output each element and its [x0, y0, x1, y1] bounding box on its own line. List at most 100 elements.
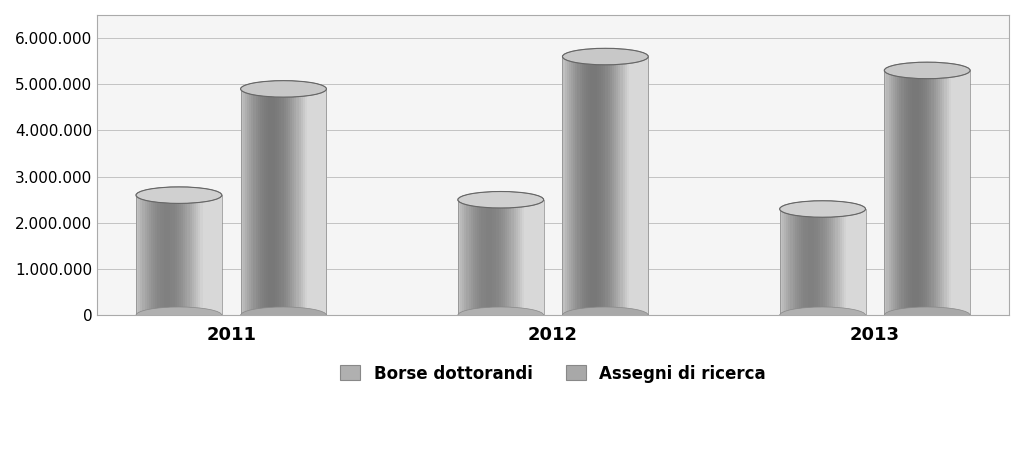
Bar [623, 57, 625, 315]
Bar [185, 195, 187, 315]
Bar [136, 195, 222, 315]
Bar [217, 195, 220, 315]
Bar [495, 200, 497, 315]
Bar [925, 70, 928, 315]
Bar [889, 70, 891, 315]
Bar [797, 209, 800, 315]
Bar [857, 209, 859, 315]
Bar [243, 89, 245, 315]
Bar [842, 209, 845, 315]
Bar [957, 70, 959, 315]
Bar [636, 57, 638, 315]
Bar [614, 57, 616, 315]
Bar [782, 209, 784, 315]
Bar [538, 200, 540, 315]
Bar [516, 200, 518, 315]
Bar [575, 57, 578, 315]
Bar [863, 209, 865, 315]
Bar [616, 57, 618, 315]
Bar [144, 195, 147, 315]
Bar [301, 89, 303, 315]
Bar [524, 200, 526, 315]
Bar [609, 57, 612, 315]
Bar [509, 200, 512, 315]
Bar [294, 89, 297, 315]
Bar [296, 89, 299, 315]
Bar [288, 89, 290, 315]
Bar [247, 89, 250, 315]
Bar [209, 195, 211, 315]
Bar [580, 57, 582, 315]
Bar [191, 195, 195, 315]
Ellipse shape [885, 62, 970, 79]
Bar [487, 200, 490, 315]
Bar [507, 200, 510, 315]
Bar [923, 70, 926, 315]
Bar [791, 209, 793, 315]
Bar [848, 209, 851, 315]
Bar [215, 195, 218, 315]
Bar [490, 200, 493, 315]
Bar [934, 70, 936, 315]
Bar [272, 89, 275, 315]
Bar [473, 200, 475, 315]
Bar [196, 195, 199, 315]
Bar [172, 195, 175, 315]
Bar [885, 70, 887, 315]
Bar [582, 57, 584, 315]
Bar [962, 70, 964, 315]
Bar [458, 200, 460, 315]
Bar [203, 195, 205, 315]
Bar [207, 195, 209, 315]
Bar [213, 195, 216, 315]
Bar [532, 200, 536, 315]
Bar [814, 209, 816, 315]
Bar [156, 195, 158, 315]
Bar [503, 200, 505, 315]
Bar [138, 195, 140, 315]
Bar [955, 70, 957, 315]
Bar [801, 209, 804, 315]
Bar [818, 209, 820, 315]
Bar [846, 209, 849, 315]
Bar [779, 209, 865, 315]
Bar [786, 209, 788, 315]
Bar [158, 195, 160, 315]
Bar [566, 57, 569, 315]
Bar [927, 70, 930, 315]
Bar [838, 209, 840, 315]
Bar [464, 200, 467, 315]
Bar [528, 200, 531, 315]
Bar [526, 200, 529, 315]
Bar [245, 89, 248, 315]
Bar [910, 70, 912, 315]
Bar [542, 200, 544, 315]
Bar [278, 89, 280, 315]
Bar [914, 70, 916, 315]
Bar [638, 57, 640, 315]
Bar [951, 70, 953, 315]
Bar [597, 57, 599, 315]
Bar [644, 57, 646, 315]
Bar [477, 200, 479, 315]
Bar [481, 200, 484, 315]
Bar [903, 70, 906, 315]
Bar [317, 89, 321, 315]
Bar [562, 57, 648, 315]
Bar [942, 70, 944, 315]
Bar [148, 195, 152, 315]
Bar [810, 209, 812, 315]
Bar [822, 209, 825, 315]
Bar [562, 57, 565, 315]
Bar [906, 70, 908, 315]
Bar [187, 195, 189, 315]
Ellipse shape [779, 307, 865, 324]
Bar [170, 195, 173, 315]
Bar [625, 57, 627, 315]
Bar [280, 89, 282, 315]
Bar [501, 200, 503, 315]
Bar [266, 89, 268, 315]
Bar [307, 89, 309, 315]
Bar [855, 209, 857, 315]
Bar [166, 195, 169, 315]
